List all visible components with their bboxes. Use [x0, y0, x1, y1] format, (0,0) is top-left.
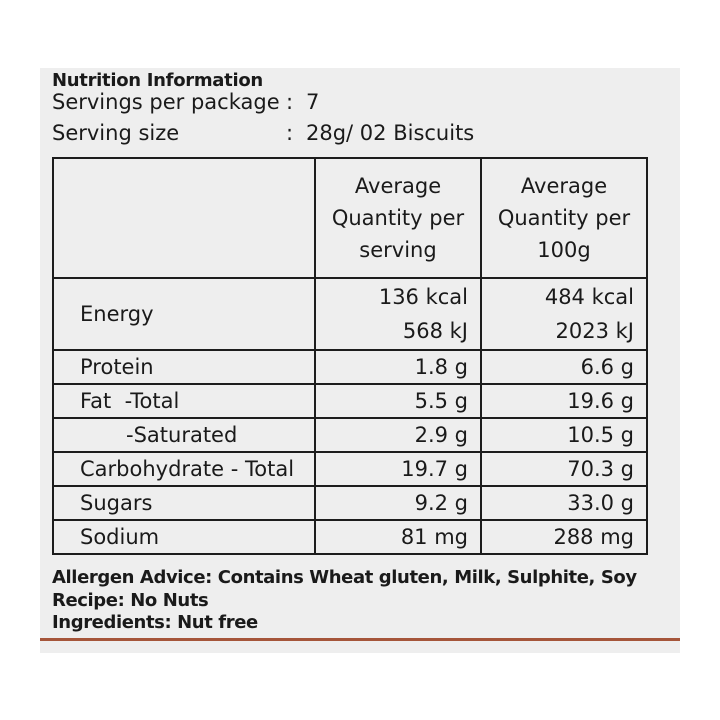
value-per-serving: 19.7 g	[314, 451, 482, 487]
table-row: Fat -Total 5.5 g 19.6 g	[52, 383, 648, 419]
value-per-serving: 2.9 g	[314, 417, 482, 453]
nutrient-name: Carbohydrate - Total	[52, 451, 316, 487]
table-row: Energy 136 kcal 568 kJ 484 kcal 2023 kJ	[52, 277, 648, 351]
servings-label: Servings per package	[52, 90, 280, 114]
value-per-100g: 33.0 g	[480, 485, 648, 521]
table-row: Sodium 81 mg 288 mg	[52, 519, 648, 555]
table-header-row: Average Quantity per serving Average Qua…	[52, 157, 648, 279]
header-per-serving: Average Quantity per serving	[314, 157, 482, 279]
header-per-100g: Average Quantity per 100g	[480, 157, 648, 279]
nutrient-name: -Saturated	[52, 417, 316, 453]
header-blank-cell	[52, 157, 316, 279]
value-per-serving: 1.8 g	[314, 349, 482, 385]
table-row: -Saturated 2.9 g 10.5 g	[52, 417, 648, 453]
value-per-100g: 484 kcal 2023 kJ	[480, 277, 648, 351]
allergen-advice: Allergen Advice: Contains Wheat gluten, …	[52, 567, 637, 588]
serving-size-label: Serving size	[52, 121, 180, 145]
nutrient-name: Sodium	[52, 519, 316, 555]
nutrient-name: Fat -Total	[52, 383, 316, 419]
nutrient-name: Sugars	[52, 485, 316, 521]
value-per-100g: 6.6 g	[480, 349, 648, 385]
value-per-serving: 9.2 g	[314, 485, 482, 521]
value-per-100g: 10.5 g	[480, 417, 648, 453]
servings-value: 7	[306, 90, 320, 114]
value-per-serving: 5.5 g	[314, 383, 482, 419]
value-per-100g: 288 mg	[480, 519, 648, 555]
nutrient-name: Energy	[52, 277, 316, 351]
table-row: Sugars 9.2 g 33.0 g	[52, 485, 648, 521]
servings-per-package: Servings per package : 7	[52, 90, 652, 118]
nutrition-table: Average Quantity per serving Average Qua…	[52, 157, 648, 555]
nutrient-name: Protein	[52, 349, 316, 385]
ingredients-note: Ingredients: Nut free	[52, 612, 258, 633]
value-per-100g: 19.6 g	[480, 383, 648, 419]
value-per-100g: 70.3 g	[480, 451, 648, 487]
value-per-serving: 136 kcal 568 kJ	[314, 277, 482, 351]
value-per-serving: 81 mg	[314, 519, 482, 555]
table-row: Protein 1.8 g 6.6 g	[52, 349, 648, 385]
table-row: Carbohydrate - Total 19.7 g 70.3 g	[52, 451, 648, 487]
nutrition-heading: Nutrition Information	[52, 70, 263, 91]
bottom-divider	[40, 638, 680, 641]
servings-colon: :	[286, 90, 294, 114]
serving-size-colon: :	[286, 121, 294, 145]
serving-size: Serving size : 28g/ 02 Biscuits	[52, 121, 652, 149]
serving-size-value: 28g/ 02 Biscuits	[306, 121, 475, 145]
recipe-note: Recipe: No Nuts	[52, 590, 209, 611]
